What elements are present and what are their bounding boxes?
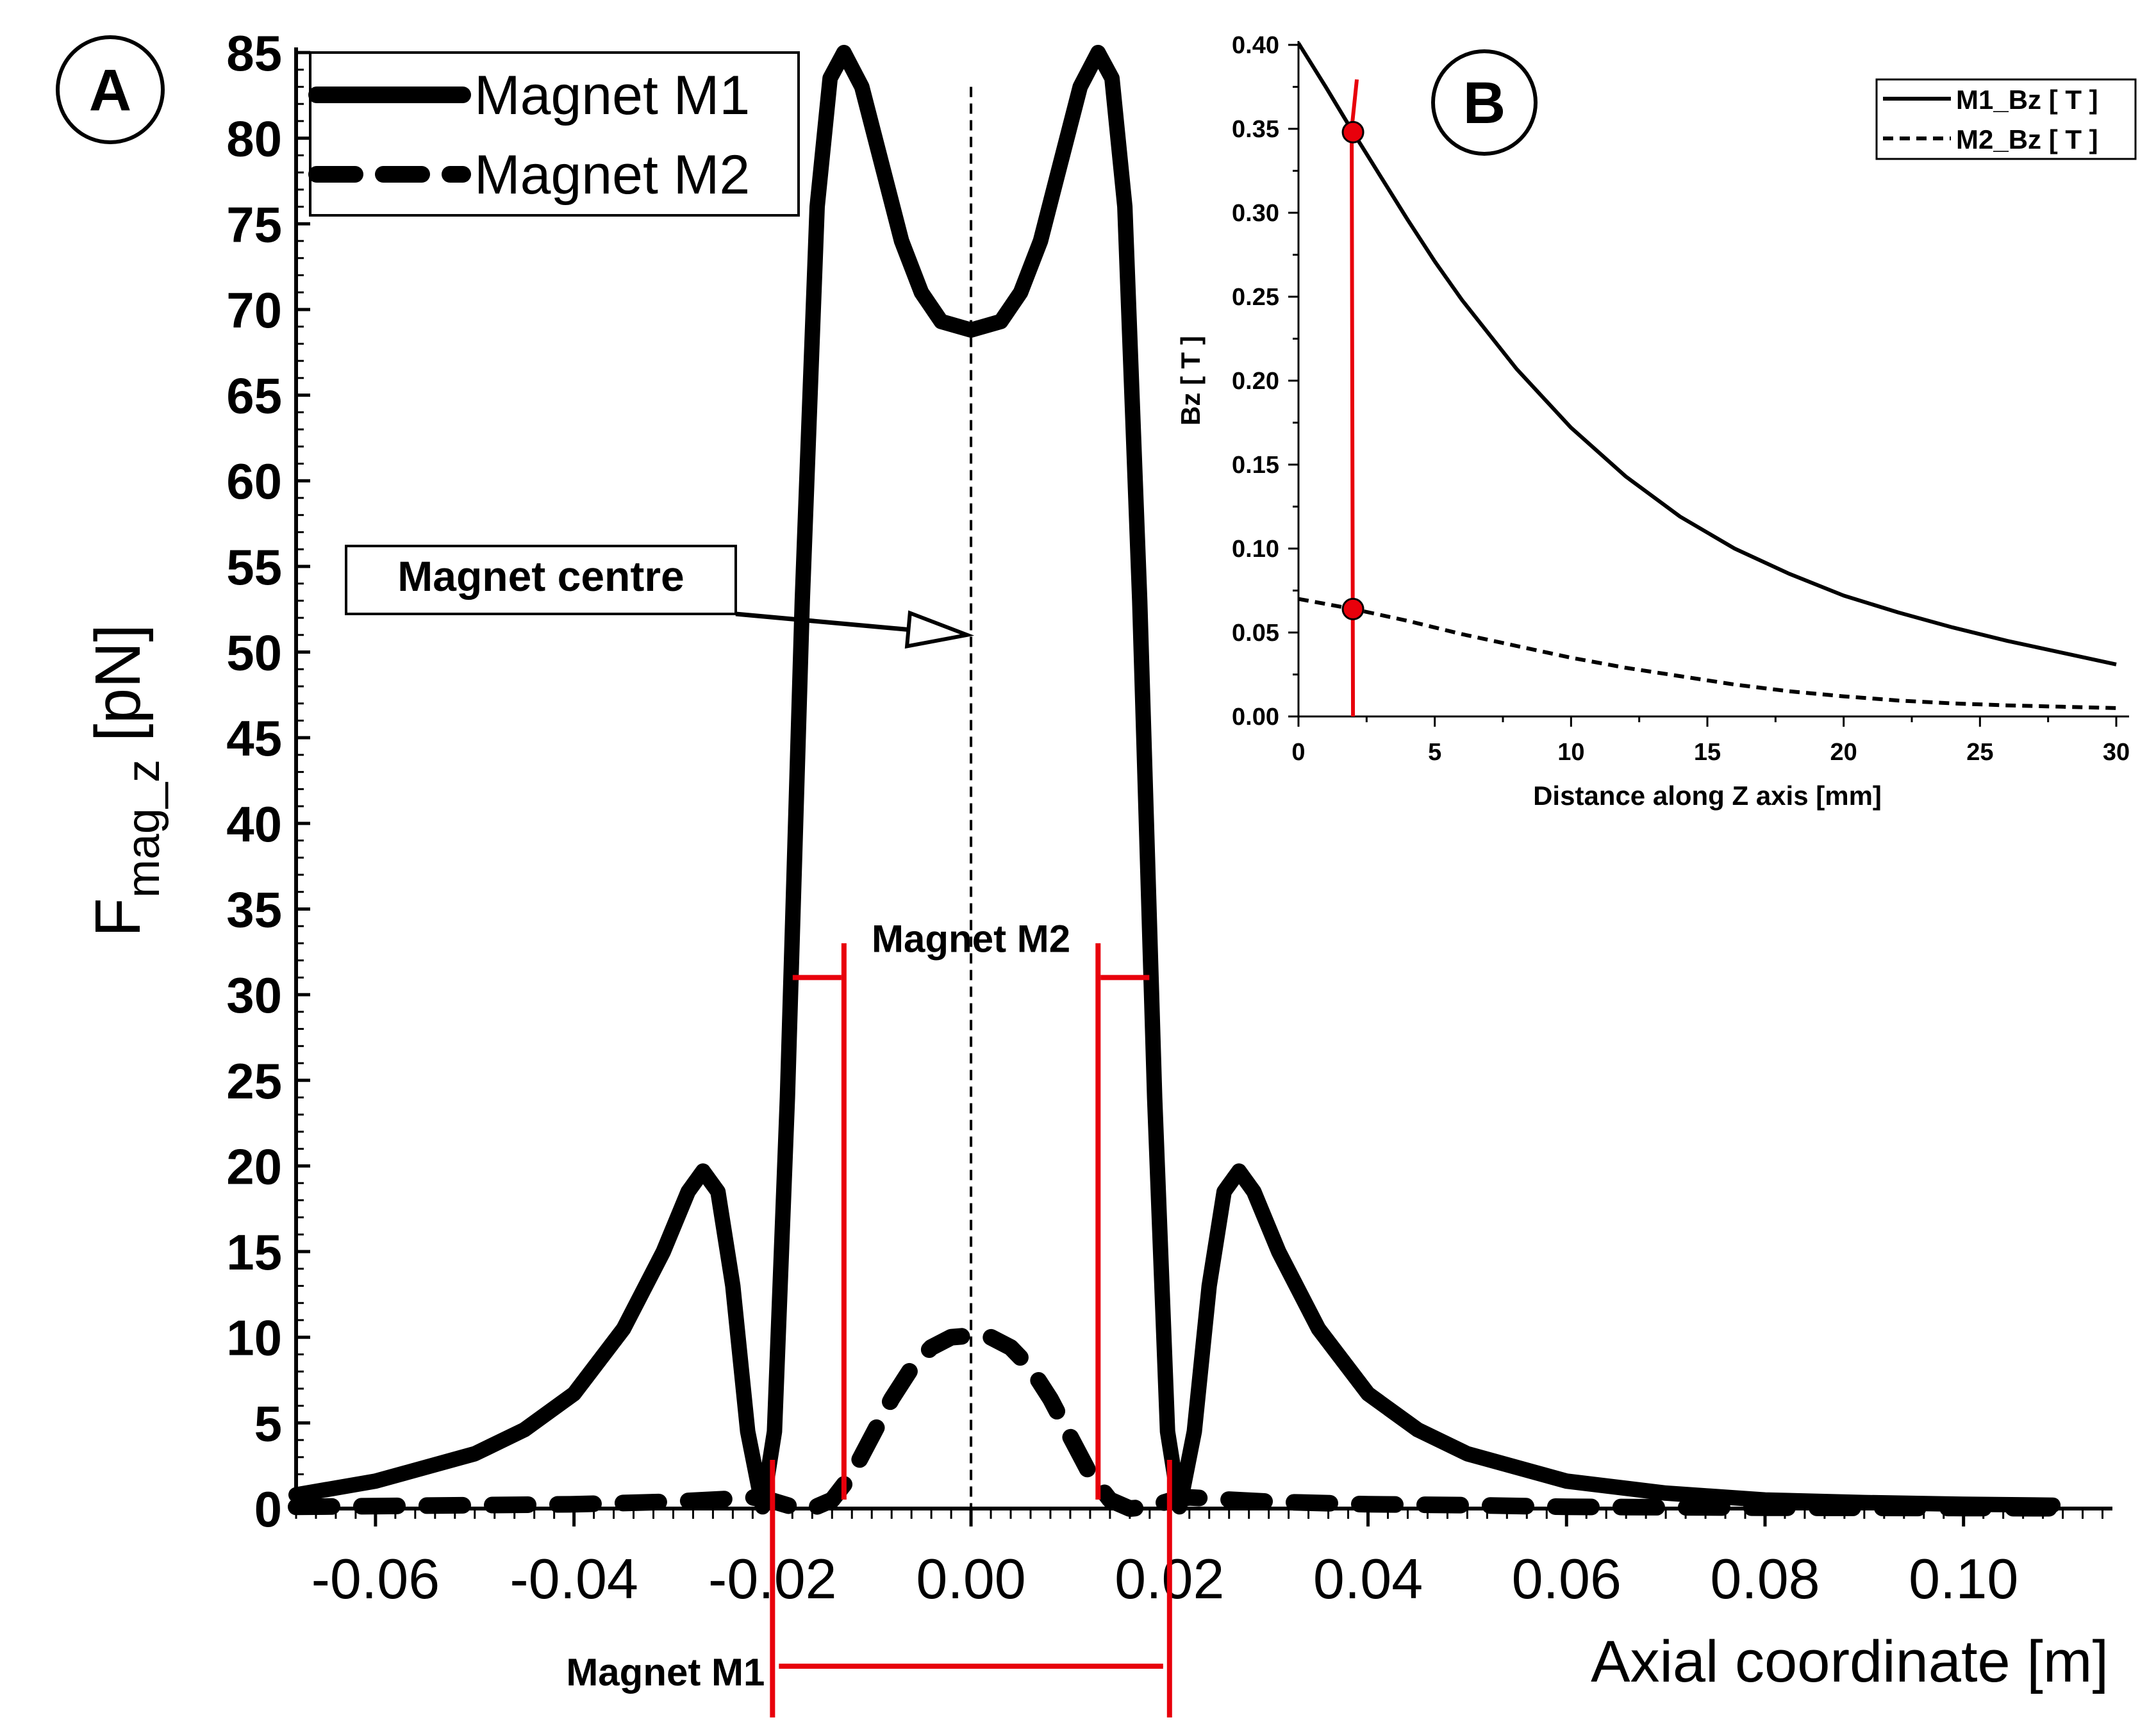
panel-a-series (288, 45, 2062, 1517)
panel-a-x-tick-label: 0.08 (1710, 1547, 1820, 1610)
panel-a-legend-box (309, 51, 800, 217)
panel-b-y-tick-label: 0.25 (1232, 284, 1279, 311)
legend-label-magnet-m1: Magnet M1 (474, 65, 750, 126)
panel-b-y-tick-label: 0.05 (1232, 620, 1279, 647)
panel-a-y-tick-label: 80 (226, 111, 282, 167)
panel-b-x-tick-label: 10 (1557, 739, 1584, 766)
panel-a-x-tick-label: 0.10 (1909, 1547, 2018, 1610)
panel-b-x-tick-label: 0 (1291, 739, 1305, 766)
panel-b-x-tick-label: 15 (1694, 739, 1721, 766)
magnet-m2-label: Magnet M2 (872, 917, 1070, 960)
panel-a-y-tick-label: 65 (226, 368, 282, 424)
panel-a: A 0510152025303540455055606570758085-0.0… (56, 25, 2112, 1717)
panel-b-x-tick-label: 30 (2103, 739, 2130, 766)
panel-b-y-tick-label: 0.35 (1232, 116, 1279, 143)
magnet-centre-box (345, 545, 737, 615)
panel-b-background (1205, 38, 2147, 807)
panel-a-label-text: A (89, 58, 131, 123)
panel-b-y-axis-title: Bz [ T ] (1175, 336, 1206, 426)
series-m1-bz (1297, 42, 2117, 666)
panel-b-y-tick-label: 0.20 (1232, 368, 1279, 395)
panel-a-y-tick-label: 85 (226, 25, 282, 81)
panel-a-y-tick-label: 35 (226, 881, 282, 938)
panel-a-y-axis-title: Fmag_z [pN] (82, 624, 169, 937)
legend-label-m1-bz: M1_Bz [ T ] (1956, 85, 2098, 115)
panel-b-y-tick-label: 0.30 (1232, 200, 1279, 227)
panel-a-y-tick-label: 70 (226, 282, 282, 338)
panel-a-x-tick-label: 0.00 (916, 1547, 1025, 1610)
panel-a-y-tick-label: 60 (226, 453, 282, 509)
magnet-m1-label: Magnet M1 (566, 1651, 765, 1694)
panel-b: 0.00 0.05 0.10 0.15 0.20 0.25 0.30 0.35 0.40 0 5 10… (1175, 32, 2147, 811)
y-title-unit: [pN] (82, 624, 154, 759)
series-magnet-m1 (288, 45, 2061, 1515)
panel-b-y-tick-label: 0.00 (1232, 704, 1279, 731)
legend-label-magnet-m2: Magnet M2 (474, 144, 750, 206)
panel-a-y-tick-label: 25 (226, 1053, 282, 1109)
panel-b-y-tick-label: 0.10 (1232, 536, 1279, 563)
panel-a-y-tick-label: 5 (254, 1395, 282, 1452)
y-title-subscript: mag_z (118, 759, 169, 898)
panel-a-x-axis-title: Axial coordinate [m] (1591, 1629, 2109, 1694)
panel-b-legend-box (1875, 78, 2137, 160)
panel-b-x-tick-label: 25 (1966, 739, 1993, 766)
y-title-main: F (82, 898, 154, 937)
panel-a-y-tick-label: 10 (226, 1310, 282, 1366)
panel-b-y-tick-label: 0.15 (1232, 452, 1279, 479)
panel-a-y-tick-label: 75 (226, 196, 282, 252)
panel-b-label: B (1431, 49, 1538, 156)
panel-b-label-text: B (1463, 70, 1505, 136)
panel-b-marker-point (1341, 120, 1364, 144)
panel-a-y-tick-label: 55 (226, 539, 282, 595)
panel-a-x-tick-label: -0.06 (311, 1547, 440, 1610)
panel-b-legend: M1_Bz [ T ] M2_Bz [ T ] (1875, 78, 2137, 160)
panel-a-annotations: Magnet centre Magnet M2 Magnet M1 (345, 545, 1172, 1717)
panel-b-series (1297, 42, 2117, 717)
panel-a-label: A (56, 35, 165, 144)
panel-a-y-tick-label: 45 (226, 710, 282, 766)
series-m2-bz (1298, 597, 2117, 710)
panel-b-axes: 0.00 0.05 0.10 0.15 0.20 0.25 0.30 0.35 0.40 0 5 10… (1175, 32, 2147, 811)
panel-b-x-tick-label: 20 (1830, 739, 1857, 766)
magnet-centre-arrowhead (904, 610, 975, 649)
panel-a-x-tick-label: 0.04 (1313, 1547, 1423, 1610)
panel-a-y-tick-label: 0 (254, 1481, 282, 1537)
panel-a-y-tick-label: 50 (226, 625, 282, 681)
panel-a-y-tick-label: 40 (226, 796, 282, 852)
panel-a-y-tick-label: 15 (226, 1224, 282, 1280)
magnet-centre-arrow (735, 611, 909, 632)
legend-label-m2-bz: M2_Bz [ T ] (1956, 124, 2098, 154)
panel-a-y-tick-label: 30 (226, 967, 282, 1023)
panel-a-legend: Magnet M1 Magnet M2 (308, 51, 800, 217)
panel-b-x-tick-label: 5 (1428, 739, 1441, 766)
magnet-centre-label: Magnet centre (397, 552, 684, 600)
panel-a-x-tick-label: 0.06 (1512, 1547, 1621, 1610)
panel-b-y-tick-label: 0.40 (1232, 32, 1279, 59)
panel-a-x-tick-label: -0.04 (510, 1547, 638, 1610)
panel-a-y-tick-label: 20 (226, 1138, 282, 1195)
panel-b-marker-point (1341, 597, 1364, 620)
panel-b-x-axis-title: Distance along Z axis [mm] (1533, 781, 1882, 811)
